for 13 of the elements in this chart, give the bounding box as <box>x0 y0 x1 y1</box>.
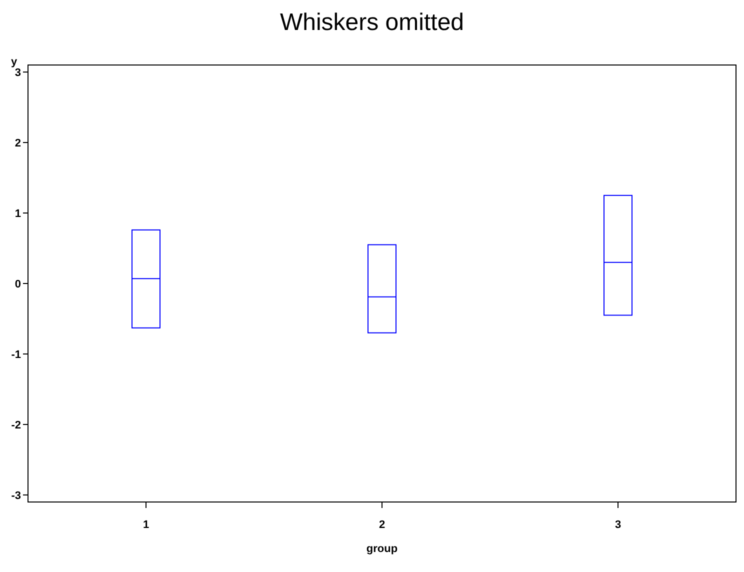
y-axis-title: y <box>10 56 18 68</box>
x-tick-label: 2 <box>378 519 386 531</box>
x-axis-title: group <box>366 543 398 555</box>
y-tick-label: -3 <box>11 490 21 502</box>
y-tick-label: 2 <box>14 137 21 150</box>
y-tick-label: -1 <box>11 348 21 361</box>
x-tick-label: 3 <box>614 519 622 531</box>
y-tick-label: 0 <box>14 278 21 290</box>
y-tick-label: 1 <box>14 208 21 220</box>
chart-title: Whiskers omitted <box>280 9 464 36</box>
x-tick-label: 1 <box>142 519 150 531</box>
y-tick-label: -2 <box>11 419 21 432</box>
y-tick-label: 3 <box>14 66 21 79</box>
